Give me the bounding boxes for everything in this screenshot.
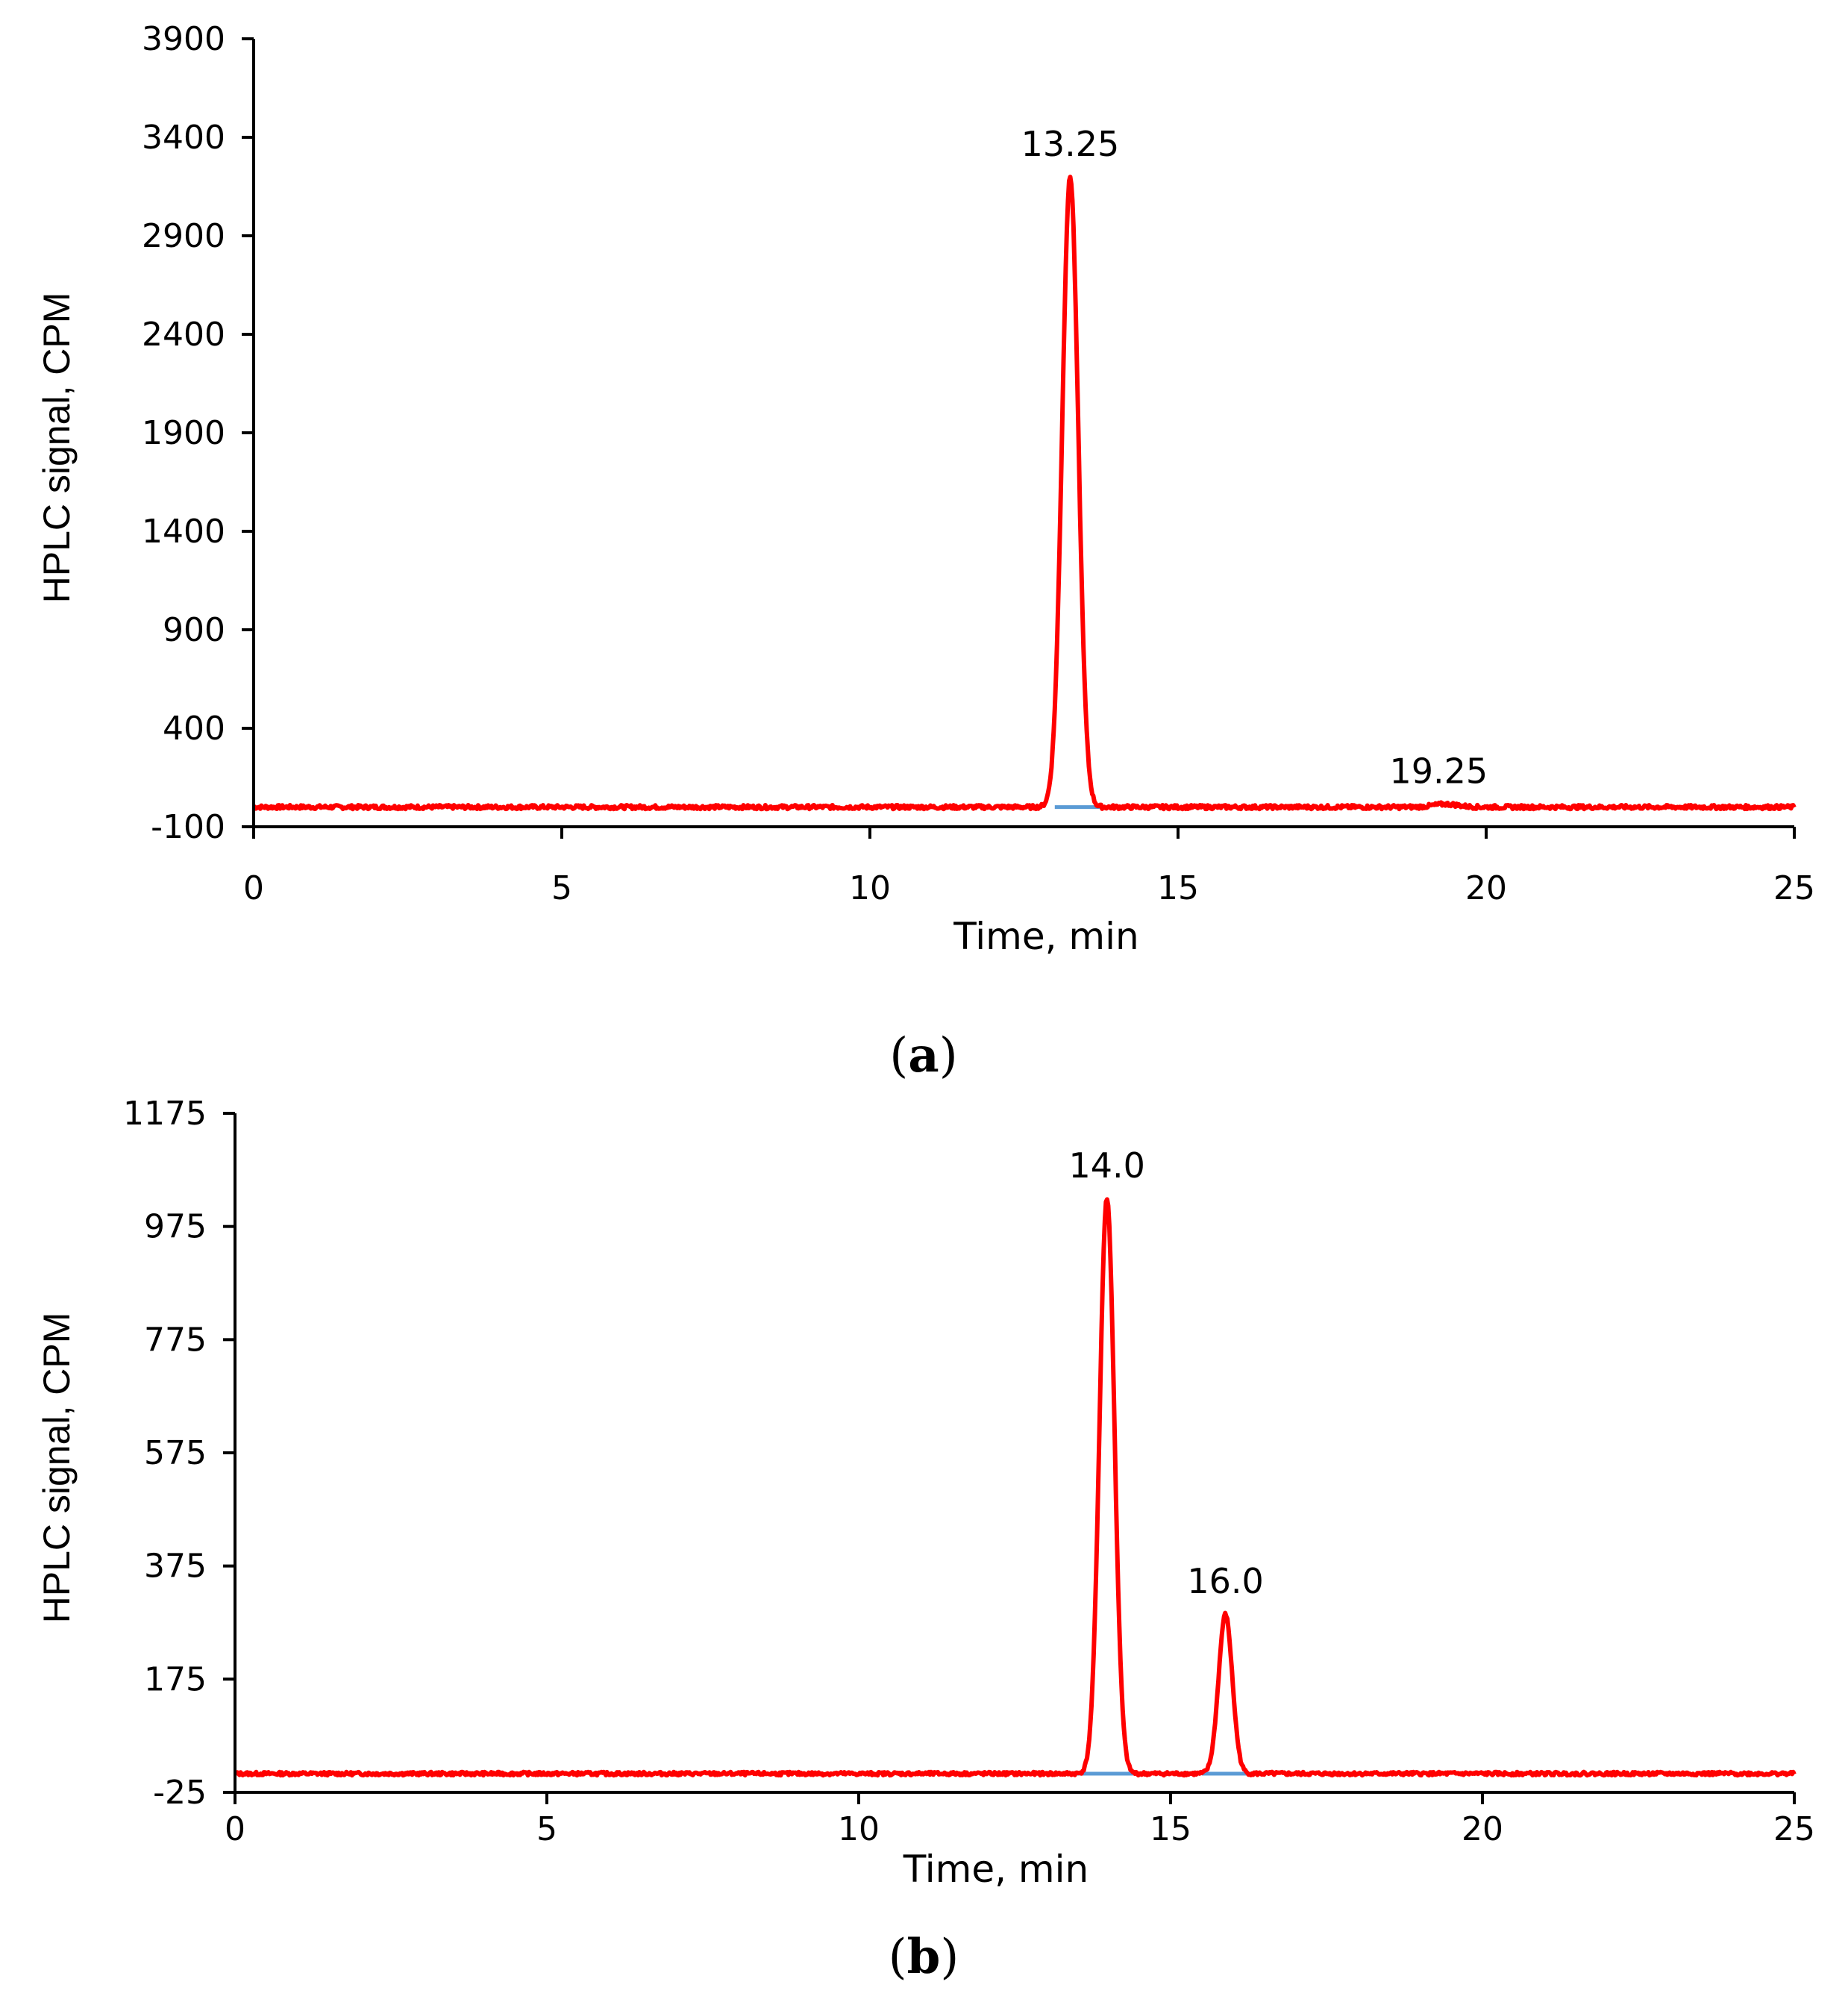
panel-b-caption: (b): [889, 1929, 959, 1985]
y-tick-label: 775: [144, 1321, 207, 1359]
chart-a: 0 5 10 15 20 25 -100 400 900 1400 1900 2400 2900 340…: [36, 20, 1815, 958]
y-tick-label: 575: [144, 1434, 207, 1472]
y-tick-label: 900: [163, 611, 225, 649]
y-tick-label: 175: [144, 1660, 207, 1698]
chart-b: 0 5 10 15 20 25 -25 175 375 575 775 975 1175 14.0 16…: [36, 1095, 1815, 1891]
y-tick-label: 1900: [142, 414, 225, 452]
x-axis-title: Time, min: [903, 1848, 1089, 1891]
x-tick-label: 0: [225, 1810, 245, 1848]
panel-b-letter: b: [907, 1929, 941, 1985]
x-tick-label: 10: [838, 1810, 880, 1848]
y-tick-label: 2400: [142, 316, 225, 354]
y-tick-label: -100: [151, 808, 225, 846]
signal-trace: [252, 175, 1797, 812]
y-tick-label: 400: [163, 710, 225, 748]
x-tick-label: 10: [849, 869, 891, 907]
peak-label: 16.0: [1187, 1561, 1263, 1601]
y-tick-label: 1175: [123, 1095, 207, 1133]
x-tick-label: 25: [1773, 1810, 1815, 1848]
panel-b-open-paren: (: [889, 1930, 907, 1985]
x-tick-label: 20: [1465, 869, 1507, 907]
panel-b-close-paren: ): [940, 1930, 959, 1985]
x-tick-label: 5: [536, 1810, 557, 1848]
peak-label: 19.25: [1389, 751, 1488, 792]
chart-axes: [234, 1113, 1794, 1794]
y-axis-title: HPLC signal, CPM: [36, 1313, 78, 1624]
y-axis-title: HPLC signal, CPM: [36, 293, 78, 604]
y-tick-label: 1400: [142, 513, 225, 551]
y-tick-label: 375: [144, 1548, 207, 1586]
signal-trace: [234, 1197, 1797, 1778]
peak-label: 13.25: [1021, 124, 1120, 164]
x-tick-label: 20: [1462, 1810, 1503, 1848]
panel-a-caption: (a): [889, 1027, 957, 1083]
peak-label: 14.0: [1069, 1145, 1145, 1186]
panel-a-close-paren: ): [939, 1028, 958, 1083]
x-tick-label: 15: [1150, 1810, 1191, 1848]
x-tick-label: 5: [551, 869, 572, 907]
x-tick-label: 25: [1773, 869, 1815, 907]
y-tick-label: -25: [153, 1774, 207, 1812]
y-tick-label: 2900: [142, 217, 225, 255]
x-tick-label: 15: [1157, 869, 1199, 907]
panel-a-letter: a: [908, 1027, 939, 1083]
y-tick-label: 3400: [142, 119, 225, 157]
y-tick-label: 3900: [142, 20, 225, 58]
x-axis-title: Time, min: [953, 915, 1138, 958]
y-tick-label: 975: [144, 1208, 207, 1246]
panel-a-open-paren: (: [889, 1028, 908, 1083]
x-tick-label: 0: [243, 869, 264, 907]
